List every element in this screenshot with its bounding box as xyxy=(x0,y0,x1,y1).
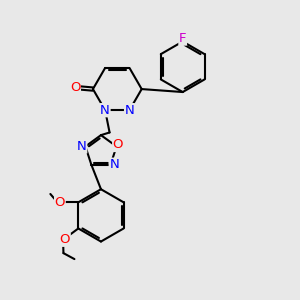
Text: N: N xyxy=(100,104,110,117)
Text: O: O xyxy=(70,81,80,94)
Text: O: O xyxy=(55,196,65,209)
Text: O: O xyxy=(113,138,123,152)
Text: N: N xyxy=(109,158,119,171)
Text: N: N xyxy=(124,104,134,117)
Text: N: N xyxy=(77,140,87,153)
Text: O: O xyxy=(60,233,70,246)
Text: F: F xyxy=(179,32,186,45)
